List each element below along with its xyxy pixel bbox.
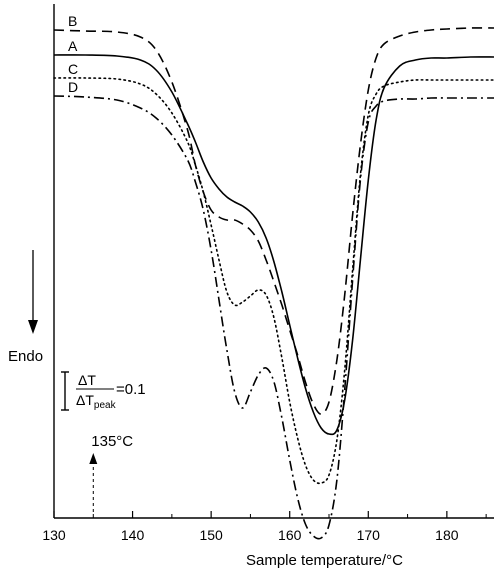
x-tick-label: 170 (357, 527, 381, 543)
x-tick-label: 180 (435, 527, 459, 543)
endo-arrow-head (28, 320, 38, 334)
scale-bar-numerator: ΔT (78, 372, 96, 388)
series-line-b (53, 27, 495, 415)
scale-bar-value: =0.1 (116, 381, 146, 398)
temperature-marker: 135°C (89, 433, 133, 512)
series-label-c: C (68, 61, 78, 77)
y-axis-label-group: Endo (8, 250, 43, 365)
series-line-a (53, 54, 495, 436)
x-tick-label: 130 (42, 527, 66, 543)
x-tick-label: 150 (199, 527, 223, 543)
x-tick-label: 160 (278, 527, 302, 543)
series-layer (53, 27, 495, 540)
plot-frame (53, 4, 494, 519)
series-label-d: D (68, 79, 78, 95)
x-axis-label: Sample temperature/°C (246, 552, 403, 569)
series-line-c (53, 77, 495, 485)
marker-arrow-head (89, 453, 98, 464)
scale-bar-denominator: ΔTpeak (76, 392, 117, 411)
series-label-b: B (68, 13, 77, 29)
marker-label: 135°C (91, 433, 133, 450)
x-tick-label: 140 (121, 527, 145, 543)
series-label-a: A (68, 38, 78, 54)
series-line-d (53, 95, 494, 540)
y-axis-label: Endo (8, 348, 43, 365)
scale-bar: ΔT ΔTpeak =0.1 (61, 371, 146, 411)
x-axis-ticks: 130 140 150 160 170 180 (42, 511, 487, 543)
